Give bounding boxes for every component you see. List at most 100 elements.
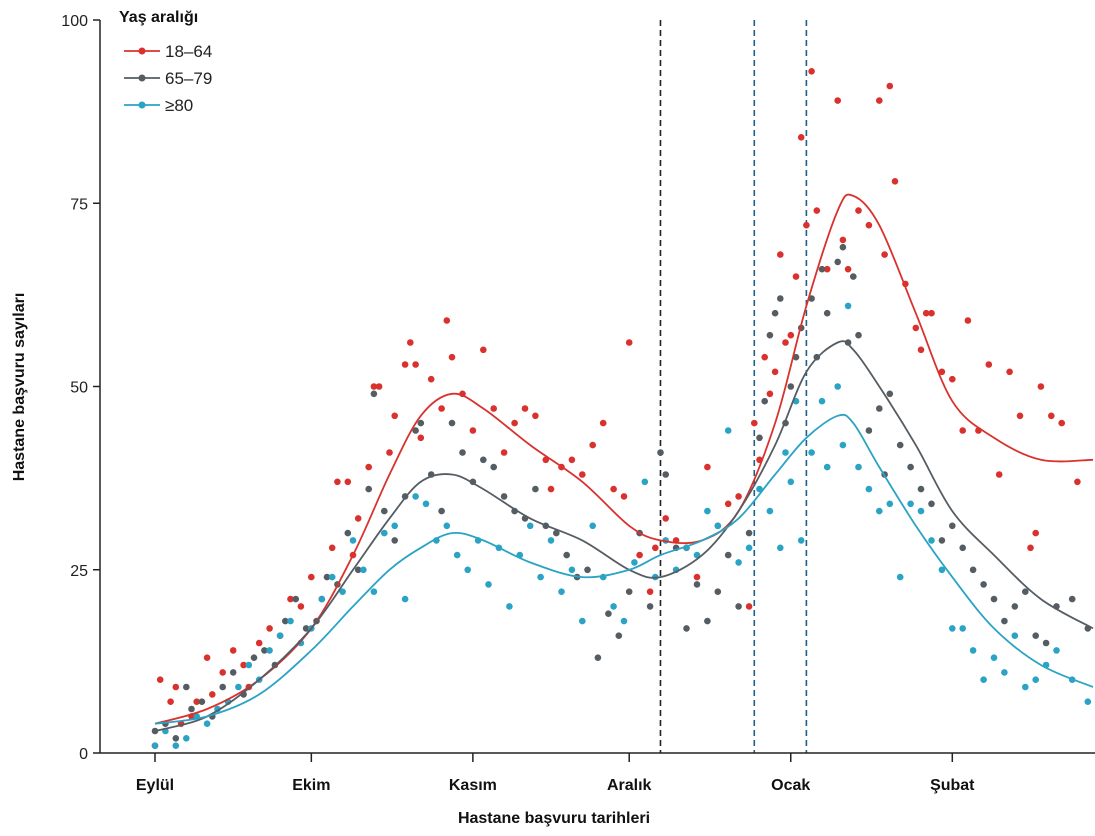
data-point xyxy=(745,603,753,610)
data-point xyxy=(370,390,378,398)
data-point xyxy=(771,309,779,317)
data-point xyxy=(1068,595,1076,603)
data-point xyxy=(1074,478,1081,486)
data-point xyxy=(959,625,966,632)
data-point xyxy=(553,529,560,537)
data-point xyxy=(917,507,925,515)
data-point xyxy=(777,295,784,302)
data-point xyxy=(792,273,800,280)
data-point xyxy=(547,537,555,544)
data-point xyxy=(302,625,310,632)
series-layer xyxy=(151,68,1094,749)
data-point xyxy=(949,625,956,632)
data-point xyxy=(964,317,972,324)
legend-label: 18–64 xyxy=(165,42,212,61)
data-point xyxy=(792,353,800,361)
data-point xyxy=(443,522,451,530)
data-point xyxy=(625,339,633,346)
data-point xyxy=(255,639,263,647)
data-point xyxy=(818,397,826,405)
data-point xyxy=(151,742,159,749)
legend-title: Yaş aralığı xyxy=(119,9,198,26)
data-point xyxy=(980,676,987,683)
data-point xyxy=(865,427,873,434)
data-point xyxy=(990,595,998,603)
data-point xyxy=(969,566,977,574)
data-point xyxy=(485,581,492,588)
data-point xyxy=(855,207,862,214)
data-point xyxy=(448,353,456,361)
data-point xyxy=(844,339,852,346)
data-point xyxy=(469,427,477,434)
data-point xyxy=(761,353,768,361)
data-point xyxy=(839,236,847,244)
data-point xyxy=(266,647,273,654)
data-point xyxy=(521,405,529,412)
axes xyxy=(99,20,1095,754)
vertical-reference-lines xyxy=(659,20,808,753)
data-point xyxy=(886,500,894,508)
data-point xyxy=(724,551,732,559)
data-point xyxy=(328,544,336,552)
data-point xyxy=(777,251,784,258)
data-point xyxy=(287,595,294,603)
data-point xyxy=(412,427,419,434)
data-point xyxy=(850,273,857,280)
data-point xyxy=(172,742,180,749)
data-point xyxy=(751,419,758,427)
data-point xyxy=(823,265,831,273)
data-point xyxy=(537,573,544,581)
data-point xyxy=(1053,647,1060,654)
data-point xyxy=(818,265,826,273)
data-point xyxy=(354,566,362,574)
data-point xyxy=(834,383,841,390)
data-point xyxy=(438,507,445,515)
data-point xyxy=(287,617,294,625)
data-point xyxy=(480,346,487,354)
data-point xyxy=(834,258,841,266)
data-point xyxy=(490,463,498,471)
data-point xyxy=(839,243,847,251)
data-point xyxy=(803,221,810,229)
data-point xyxy=(949,522,956,530)
data-point xyxy=(766,331,774,339)
data-point xyxy=(646,603,654,610)
data-point xyxy=(777,544,784,552)
data-point xyxy=(417,419,425,427)
data-point xyxy=(401,361,409,368)
data-point xyxy=(250,654,258,661)
data-point xyxy=(349,537,357,544)
data-point xyxy=(891,178,899,185)
data-point xyxy=(547,485,555,493)
data-point xyxy=(354,515,362,522)
data-point xyxy=(453,551,461,559)
data-point xyxy=(907,463,914,471)
data-point xyxy=(558,588,565,595)
data-point xyxy=(579,617,586,625)
data-point xyxy=(1022,683,1029,691)
data-point xyxy=(427,375,435,383)
data-point xyxy=(1048,412,1055,420)
data-point xyxy=(381,507,388,515)
data-point xyxy=(599,419,607,427)
data-point xyxy=(693,581,701,588)
data-point xyxy=(922,309,930,317)
data-point xyxy=(198,698,206,705)
data-point xyxy=(938,566,946,574)
x-axis-title: Hastane başvuru tarihleri xyxy=(458,810,650,827)
data-point xyxy=(568,566,576,574)
y-tick-label: 100 xyxy=(61,13,88,30)
data-point xyxy=(990,654,998,661)
data-point xyxy=(568,456,576,464)
data-point xyxy=(1011,632,1019,639)
data-point xyxy=(375,383,383,390)
data-point xyxy=(443,317,451,324)
y-axis-title: Hastane başvuru sayıları xyxy=(11,293,28,482)
data-point xyxy=(980,581,987,588)
data-point xyxy=(823,309,831,317)
data-point xyxy=(193,698,200,705)
data-point xyxy=(412,493,419,500)
data-point xyxy=(229,647,237,654)
data-point xyxy=(704,617,711,625)
